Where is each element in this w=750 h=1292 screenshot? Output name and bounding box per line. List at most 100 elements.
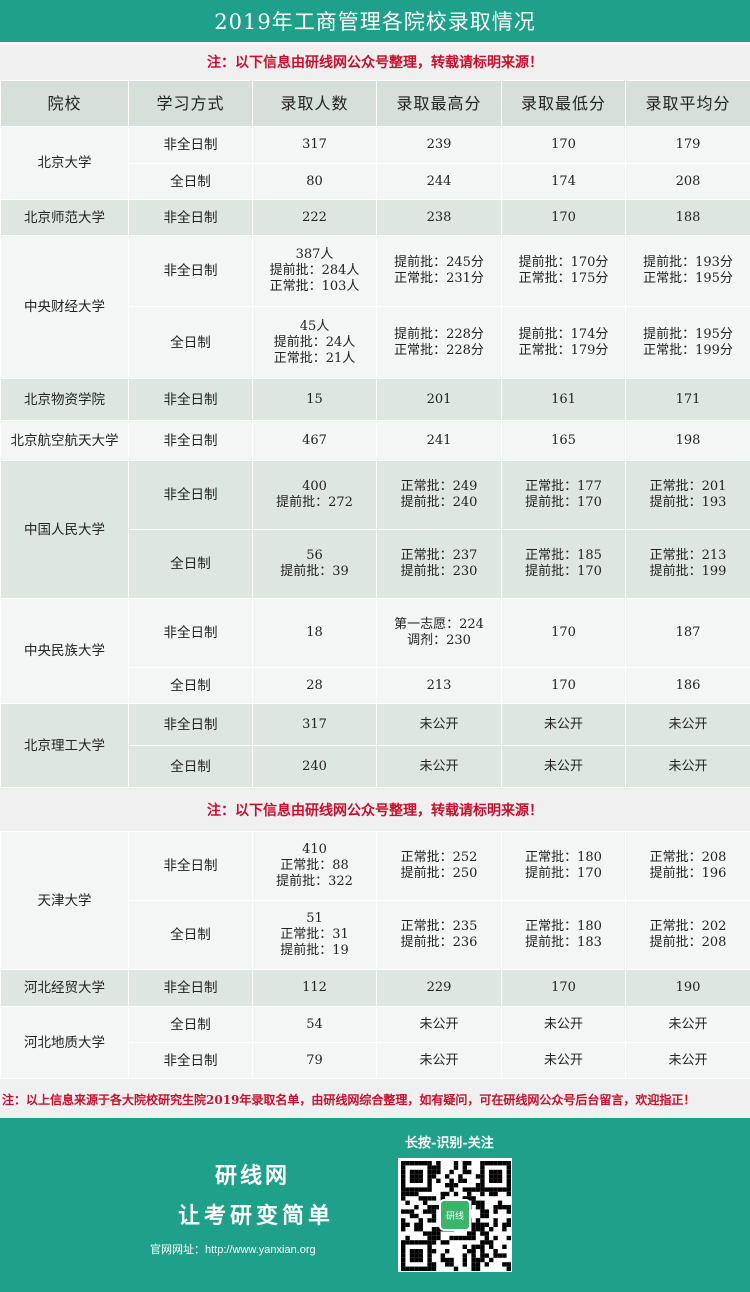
avg-cell: 188 xyxy=(625,199,750,236)
table-row: 中国人民大学 非全日制 400 提前批：272 正常批：249 提前批：240 正常批：… xyxy=(0,460,750,599)
footer-banner: 研线网 让考研变简单 官网网址：http://www.yanxian.org 长… xyxy=(0,1118,750,1292)
table-row: 全日制 56 提前批：39 正常批：237 提前批：230 正常批：185 提前批：1… xyxy=(1,529,750,599)
page-title: 2019年工商管理各院校录取情况 xyxy=(0,0,750,44)
mode-cell: 非全日制 xyxy=(128,378,253,421)
avg-cell: 未公开 xyxy=(625,1006,750,1043)
count-cell: 80 xyxy=(252,163,377,200)
avg-cell: 171 xyxy=(625,378,750,421)
table-row: 非全日制 79 未公开 未公开 未公开 xyxy=(1,1042,750,1079)
mode-cell: 非全日制 xyxy=(128,199,253,236)
max-cell: 238 xyxy=(376,199,502,236)
table-row: 北京理工大学 非全日制 317 未公开 未公开 未公开 xyxy=(0,703,750,788)
mode-cell: 非全日制 xyxy=(128,703,253,746)
avg-cell: 179 xyxy=(625,126,750,164)
min-cell: 正常批：185 提前批：170 xyxy=(501,529,626,599)
mode-cell: 全日制 xyxy=(128,745,253,788)
avg-cell: 正常批：213 提前批：199 xyxy=(625,529,750,599)
school-name: 中央财经大学 xyxy=(0,235,129,379)
qr-code-icon[interactable]: 研线 xyxy=(398,1158,512,1272)
min-cell: 未公开 xyxy=(501,1006,626,1043)
max-cell: 正常批：237 提前批：230 xyxy=(376,529,502,599)
mode-cell: 全日制 xyxy=(128,163,253,200)
table-row: 河北地质大学 全日制 54 未公开 未公开 未公开 xyxy=(0,1006,750,1079)
count-cell: 387人 提前批：284人 正常批：103人 xyxy=(252,235,377,307)
max-cell: 正常批：249 提前批：240 xyxy=(376,460,502,530)
max-cell: 正常批：235 提前批：236 xyxy=(376,900,502,970)
admission-table-1: 院校 学习方式 录取人数 录取最高分 录取最低分 录取平均分 北京大学 非全日制 317 239… xyxy=(0,80,750,788)
table-row: 天津大学 非全日制 410 正常批：88 提前批：322 正常批：252 提前批：25… xyxy=(0,831,750,970)
school-name: 北京物资学院 xyxy=(0,378,129,421)
website-link[interactable]: 官网网址：http://www.yanxian.org xyxy=(150,1244,316,1256)
avg-cell: 187 xyxy=(625,598,750,668)
table-row: 全日制 80 244 174 208 xyxy=(1,163,750,200)
min-cell: 170 xyxy=(501,199,626,236)
max-cell: 239 xyxy=(376,126,502,164)
min-cell: 161 xyxy=(501,378,626,421)
school-name: 河北地质大学 xyxy=(0,1006,129,1079)
max-cell: 201 xyxy=(376,378,502,421)
min-cell: 170 xyxy=(501,667,626,704)
min-cell: 正常批：177 提前批：170 xyxy=(501,460,626,530)
column-header: 院校 xyxy=(0,80,129,127)
avg-cell: 未公开 xyxy=(625,1042,750,1079)
school-name: 北京理工大学 xyxy=(0,703,129,788)
count-cell: 410 正常批：88 提前批：322 xyxy=(252,831,377,901)
source-notice-2: 注：以下信息由研线网公众号整理，转载请标明来源！ xyxy=(0,788,750,831)
table-row: 北京物资学院 非全日制 15 201 161 171 xyxy=(0,378,750,421)
mode-cell: 非全日制 xyxy=(128,235,253,307)
avg-cell: 186 xyxy=(625,667,750,704)
max-cell: 241 xyxy=(376,420,502,461)
table-row: 河北经贸大学 非全日制 112 229 170 190 xyxy=(0,969,750,1007)
avg-cell: 正常批：202 提前批：208 xyxy=(625,900,750,970)
count-cell: 54 xyxy=(252,1006,377,1043)
max-cell: 正常批：252 提前批：250 xyxy=(376,831,502,901)
mode-cell: 非全日制 xyxy=(128,126,253,164)
max-cell: 未公开 xyxy=(376,703,502,746)
avg-cell: 未公开 xyxy=(625,703,750,746)
table-row: 全日制 45人 提前批：24人 正常批：21人 提前批：228分 正常批：228分提… xyxy=(1,306,750,379)
avg-cell: 190 xyxy=(625,969,750,1007)
column-header: 录取最高分 xyxy=(376,80,502,127)
school-name: 河北经贸大学 xyxy=(0,969,129,1007)
min-cell: 未公开 xyxy=(501,703,626,746)
column-header: 录取最低分 xyxy=(501,80,626,127)
count-cell: 317 xyxy=(252,126,377,164)
max-cell: 213 xyxy=(376,667,502,704)
avg-cell: 正常批：208 提前批：196 xyxy=(625,831,750,901)
min-cell: 提前批：170分 正常批：175分 xyxy=(501,235,626,307)
school-name: 中央民族大学 xyxy=(0,598,129,704)
mode-cell: 全日制 xyxy=(128,306,253,379)
count-cell: 56 提前批：39 xyxy=(252,529,377,599)
avg-cell: 198 xyxy=(625,420,750,461)
school-name: 北京大学 xyxy=(0,126,129,200)
count-cell: 400 提前批：272 xyxy=(252,460,377,530)
qr-logo-text: 研线 xyxy=(446,1210,464,1222)
count-cell: 45人 提前批：24人 正常批：21人 xyxy=(252,306,377,379)
min-cell: 170 xyxy=(501,598,626,668)
min-cell: 正常批：180 提前批：170 xyxy=(501,831,626,901)
school-name: 北京师范大学 xyxy=(0,199,129,236)
school-name: 天津大学 xyxy=(0,831,129,970)
mode-cell: 非全日制 xyxy=(128,598,253,668)
count-cell: 79 xyxy=(252,1042,377,1079)
count-cell: 51 正常批：31 提前批：19 xyxy=(252,900,377,970)
table-row: 全日制 240 未公开 未公开 未公开 xyxy=(1,745,750,788)
min-cell: 提前批：174分 正常批：179分 xyxy=(501,306,626,379)
bottom-notice: 注：以上信息来源于各大院校研究生院2019年录取名单，由研线网综合整理，如有疑问… xyxy=(0,1079,750,1120)
count-cell: 317 xyxy=(252,703,377,746)
table-row: 北京大学 非全日制 317 239 170 179 xyxy=(0,126,750,200)
mode-cell: 全日制 xyxy=(128,900,253,970)
count-cell: 467 xyxy=(252,420,377,461)
mode-cell: 非全日制 xyxy=(128,831,253,901)
max-cell: 提前批：245分 正常批：231分 xyxy=(376,235,502,307)
max-cell: 244 xyxy=(376,163,502,200)
min-cell: 正常批：180 提前批：183 xyxy=(501,900,626,970)
count-cell: 15 xyxy=(252,378,377,421)
admission-table-2: 天津大学 非全日制 410 正常批：88 提前批：322 正常批：252 提前批：25… xyxy=(0,831,750,1079)
min-cell: 165 xyxy=(501,420,626,461)
mode-cell: 全日制 xyxy=(128,667,253,704)
source-notice: 注：以下信息由研线网公众号整理，转载请标明来源！ xyxy=(0,44,750,80)
max-cell: 未公开 xyxy=(376,745,502,788)
min-cell: 未公开 xyxy=(501,745,626,788)
column-header: 录取人数 xyxy=(252,80,377,127)
